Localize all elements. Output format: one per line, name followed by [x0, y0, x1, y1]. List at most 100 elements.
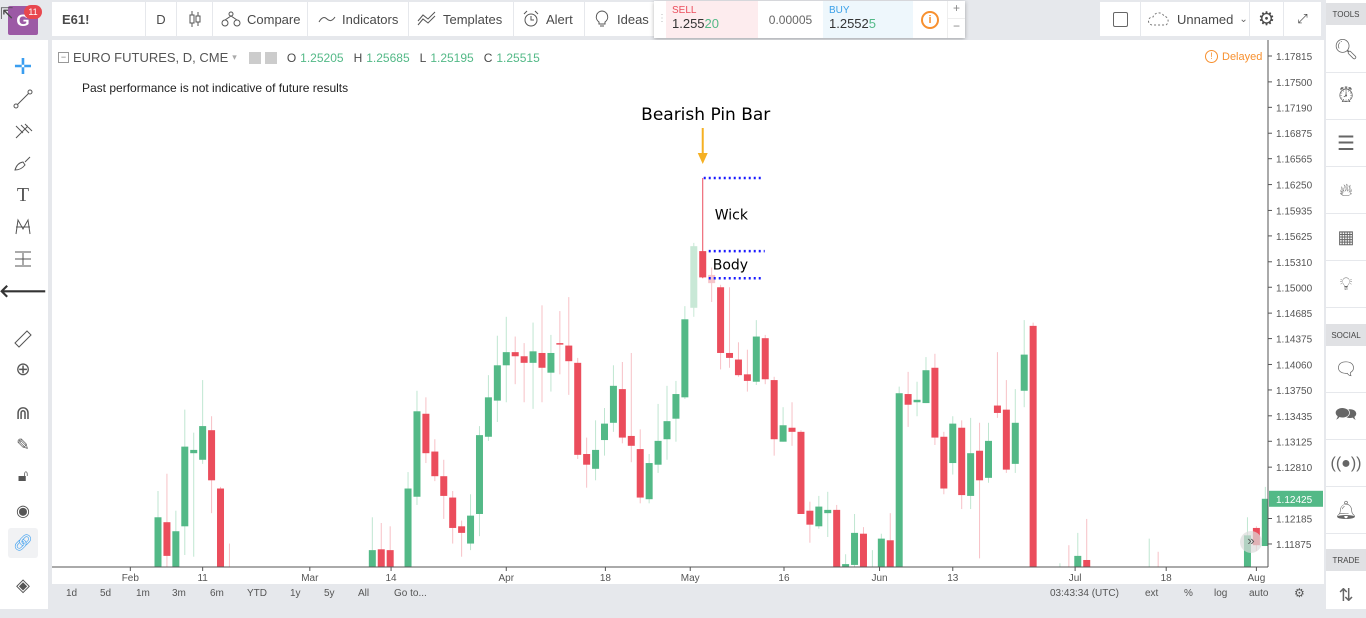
range-1y[interactable]: 1y: [290, 588, 301, 599]
trend-line-tool[interactable]: [8, 84, 38, 114]
drag-handle[interactable]: ⋮: [657, 13, 667, 24]
watchlist-button[interactable]: ☰: [1326, 121, 1366, 167]
source-icon[interactable]: [248, 51, 261, 64]
price-tick-label: 1.14685: [1276, 309, 1313, 320]
settings-small-icon[interactable]: [264, 51, 277, 64]
range-1d[interactable]: 1d: [66, 588, 78, 599]
lock-drawings-tool[interactable]: ✎: [8, 430, 38, 460]
zoom-tool[interactable]: ⊕: [8, 354, 38, 384]
range-5d[interactable]: 5d: [100, 588, 112, 599]
candle-body: [690, 246, 698, 308]
clock-readout: 03:43:34 (UTC): [1050, 588, 1119, 599]
price-tick-label: 1.16875: [1276, 129, 1313, 140]
open-label: O: [286, 50, 297, 65]
info-button[interactable]: i: [913, 1, 947, 38]
ideas-button[interactable]: Ideas: [585, 2, 655, 36]
last-price-badge: [1269, 490, 1323, 507]
time-tick-label: May: [681, 573, 700, 584]
series-title[interactable]: EURO FUTURES, D, CME: [73, 50, 229, 65]
alerts-button[interactable]: ⏰︎: [1326, 74, 1366, 120]
pattern-tool[interactable]: [8, 212, 38, 242]
templates-icon: [417, 11, 436, 26]
candle-body: [154, 517, 162, 567]
candle-body: [627, 435, 635, 446]
hotlists-button[interactable]: 🔥︎: [1326, 168, 1366, 214]
hide-drawings-tool[interactable]: ◉: [8, 496, 38, 526]
symbol-search[interactable]: E61!: [52, 2, 145, 36]
candle-body: [609, 385, 617, 423]
private-chats-button[interactable]: 🗪︎: [1326, 394, 1366, 440]
back-tool[interactable]: 🡐: [0, 276, 47, 306]
measure-tool[interactable]: [8, 324, 38, 354]
pitchfork-tool[interactable]: [8, 116, 38, 146]
candle-body: [484, 397, 492, 437]
magnet-tool[interactable]: ⋒: [8, 398, 38, 428]
settings-icon[interactable]: ⚙: [1294, 586, 1305, 600]
goto-button[interactable]: Go to...: [394, 588, 427, 599]
collapse-icon[interactable]: −: [58, 52, 69, 63]
low-label: L: [419, 50, 427, 65]
candlestick-chart[interactable]: 1.17815 1.17500 1.17190 1.16875 1.16565 1.162…: [52, 40, 1324, 584]
chats-button[interactable]: 🗨︎: [1326, 347, 1366, 393]
candle-body: [493, 365, 501, 401]
price-tick-label: 1.13125: [1276, 437, 1313, 448]
delayed-badge[interactable]: ! Delayed: [1205, 50, 1262, 63]
candle-body: [1261, 498, 1268, 547]
notifications-button[interactable]: 🔔︎: [1326, 488, 1366, 534]
buy-button[interactable]: BUY 1.25525: [823, 1, 913, 38]
layout-menu[interactable]: Unnamed ⌄: [1141, 2, 1249, 36]
indicators-button[interactable]: Indicators: [308, 2, 408, 36]
sell-button[interactable]: SELL 1.25520: [666, 1, 758, 38]
range-ytd[interactable]: YTD: [247, 588, 267, 599]
range-1m[interactable]: 1m: [136, 588, 150, 599]
range-all[interactable]: All: [358, 588, 370, 599]
settings-button[interactable]: ⚙: [1250, 2, 1283, 36]
ext-toggle[interactable]: ext: [1145, 588, 1159, 599]
fullscreen-button[interactable]: ⤢: [1284, 2, 1321, 36]
increase-button[interactable]: +: [948, 1, 965, 19]
ideas-stream-button[interactable]: 💡︎: [1326, 262, 1366, 308]
warning-icon: !: [1205, 50, 1218, 63]
chart-type-button[interactable]: [177, 2, 212, 36]
interval-button[interactable]: D: [146, 2, 176, 36]
object-tree-tool[interactable]: ◈: [8, 570, 38, 600]
range-5y[interactable]: 5y: [324, 588, 335, 599]
candle-body: [797, 431, 805, 514]
price-tick-label: 1.17500: [1276, 78, 1313, 89]
price-tick-label: 1.12810: [1276, 463, 1313, 474]
tools-header: TOOLS: [1326, 3, 1366, 25]
streams-button[interactable]: ((●)): [1326, 441, 1366, 487]
compare-button[interactable]: Compare: [213, 2, 307, 36]
double-chevron-right-icon: »: [1247, 533, 1255, 548]
auto-toggle[interactable]: auto: [1249, 588, 1269, 599]
brush-tool[interactable]: [8, 148, 38, 178]
templates-button[interactable]: Templates: [409, 2, 513, 36]
price-tick-label: 1.15000: [1276, 283, 1313, 294]
magnet-icon: ⋒: [15, 402, 31, 423]
unlock-tool[interactable]: 🔓︎: [8, 462, 38, 492]
scroll-to-realtime-button[interactable]: »: [1240, 531, 1262, 553]
chart-pane[interactable]: 1.17815 1.17500 1.17190 1.16875 1.16565 1.162…: [52, 40, 1324, 584]
info-icon: i: [921, 10, 939, 29]
log-toggle[interactable]: log: [1214, 588, 1228, 599]
calendar-button[interactable]: ▦: [1326, 215, 1366, 261]
trading-panel-button[interactable]: ⇅: [1326, 572, 1366, 618]
caret-down-icon[interactable]: ▾: [232, 52, 237, 62]
candle-body: [877, 538, 885, 567]
time-tick-label: 18: [600, 573, 612, 584]
select-checkbox[interactable]: [1100, 2, 1140, 36]
range-6m[interactable]: 6m: [210, 588, 224, 599]
sync-tool[interactable]: 🔗︎: [8, 528, 38, 558]
decrease-button[interactable]: −: [952, 19, 960, 33]
candle-body: [815, 506, 823, 527]
close-value: 1.25515: [496, 50, 540, 65]
range-3m[interactable]: 3m: [172, 588, 186, 599]
text-tool[interactable]: T: [8, 180, 38, 210]
prediction-tool[interactable]: [8, 244, 38, 274]
crosshair-icon: ✛: [13, 54, 33, 79]
alert-button[interactable]: Alert: [514, 2, 584, 36]
price-tick-label: 1.12185: [1276, 515, 1313, 526]
screener-button[interactable]: 🔍︎: [1326, 27, 1366, 73]
crosshair-tool[interactable]: ✛: [8, 52, 38, 82]
percent-toggle[interactable]: %: [1184, 588, 1193, 599]
